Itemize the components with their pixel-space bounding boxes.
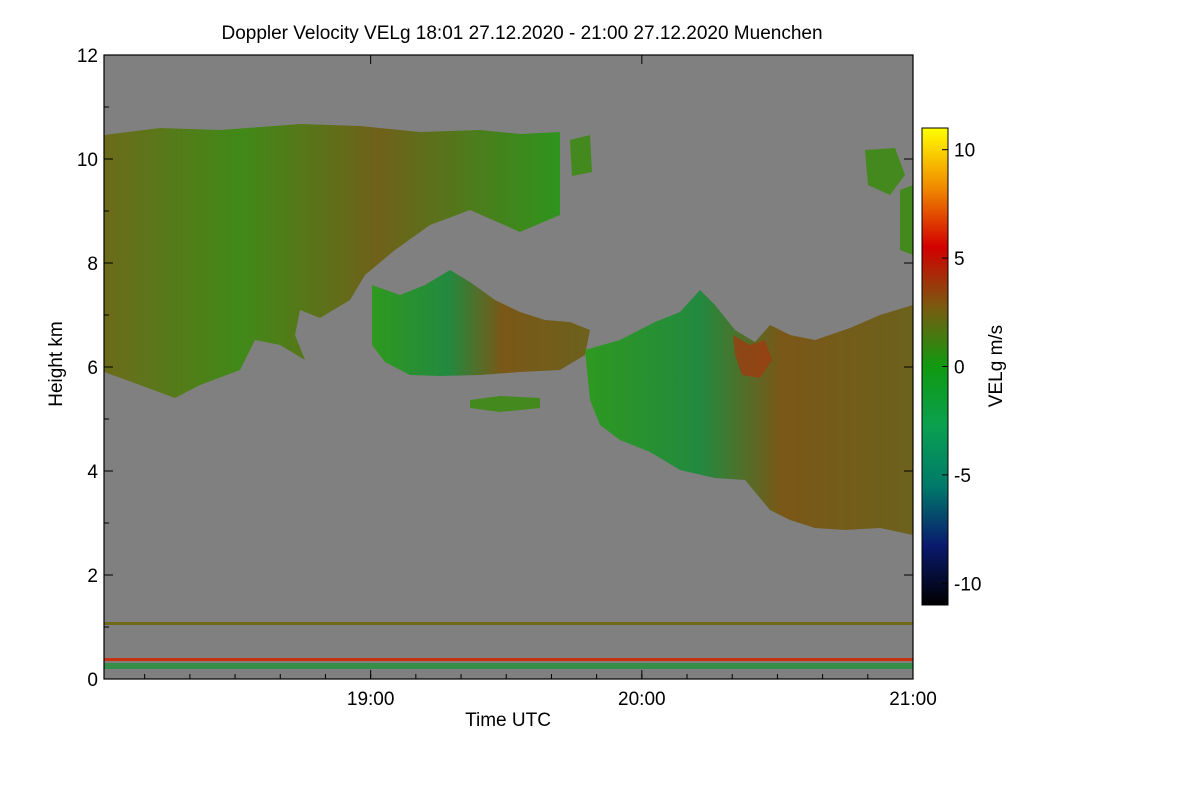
- x-tick-label: 20:00: [618, 689, 666, 710]
- y-tick-label: 12: [77, 46, 98, 67]
- heatmap-field: [104, 124, 913, 669]
- y-axis-ticks: 0 2 4 6 8 10 12: [77, 46, 913, 691]
- colorbar-tick-label: 10: [954, 141, 975, 162]
- colorbar-ticks: 10 5 0 -5 -10: [942, 141, 981, 595]
- surface-layer-red: [104, 658, 913, 661]
- y-tick-label: 10: [77, 150, 98, 171]
- downdraft-red-core: [733, 335, 772, 378]
- y-tick-label: 6: [87, 358, 98, 379]
- y-tick-label: 2: [87, 566, 98, 587]
- descending-cloud-layer: [585, 290, 913, 535]
- upper-cloud-layer: [104, 124, 560, 398]
- chart-title: Doppler Velocity VELg 18:01 27.12.2020 -…: [221, 23, 822, 44]
- x-axis-ticks: 19:00 20:00 21:00: [144, 55, 937, 710]
- x-tick-label: 19:00: [347, 689, 395, 710]
- colorbar-tick-label: 0: [954, 358, 965, 379]
- y-tick-label: 4: [87, 462, 98, 483]
- colorbar-tick-label: 5: [954, 249, 965, 270]
- y-tick-label: 0: [87, 670, 98, 691]
- y-tick-label: 8: [87, 254, 98, 275]
- small-echo-patches: [470, 135, 913, 412]
- y-axis-label: Height km: [46, 321, 67, 407]
- surface-layer-green: [104, 663, 913, 669]
- colorbar-tick-label: -10: [954, 574, 981, 595]
- colorbar-label: VELg m/s: [986, 325, 1007, 407]
- x-axis-label: Time UTC: [465, 710, 551, 731]
- layer-1km: [104, 622, 913, 625]
- x-tick-label: 21:00: [889, 689, 937, 710]
- mid-cloud-layer: [372, 270, 590, 376]
- colorbar-tick-label: -5: [954, 466, 971, 487]
